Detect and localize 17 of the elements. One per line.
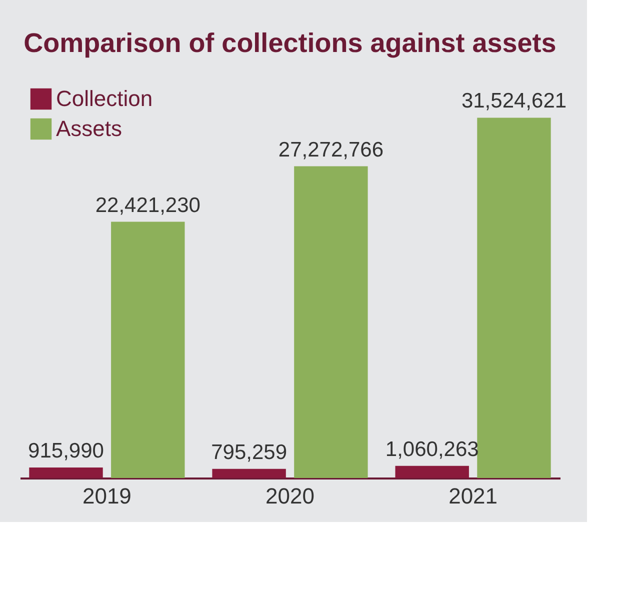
bar: [212, 468, 286, 478]
data-label: 31,524,621: [461, 90, 567, 113]
data-label: 915,990: [28, 440, 104, 463]
bar: [111, 222, 185, 478]
data-label: 22,421,230: [95, 194, 200, 217]
x-tick-label: 2021: [448, 484, 498, 508]
legend-label: Collection: [56, 86, 153, 111]
bar: [477, 118, 551, 478]
data-label: 795,259: [211, 440, 288, 464]
legend-label: Assets: [56, 116, 122, 141]
x-tick-label: 2020: [266, 484, 314, 508]
bar: [294, 166, 368, 478]
data-label: 27,272,766: [278, 138, 384, 162]
chart-title: Comparison of collections against assets: [24, 28, 556, 58]
x-tick-label: 2019: [82, 484, 132, 508]
bar: [29, 468, 103, 478]
bar: [395, 466, 469, 478]
